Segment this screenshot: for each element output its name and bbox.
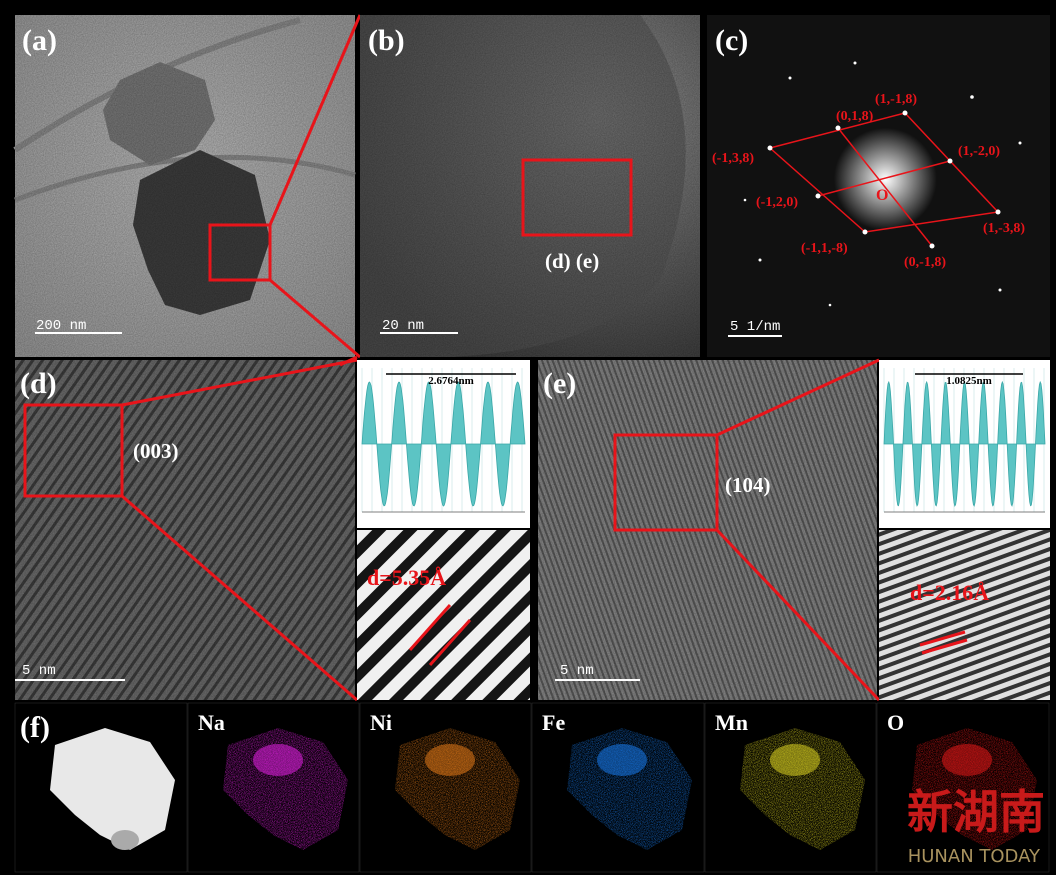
watermark-subtitle: HUNAN TODAY	[908, 846, 1041, 867]
element-label: Na	[198, 710, 225, 735]
panel-label: (f)	[20, 711, 50, 744]
scale-bar-label: 5 nm	[22, 663, 56, 679]
spot-label: (1,-2,0)	[958, 144, 1000, 159]
fringe-image	[357, 530, 530, 700]
scale-bar-label: 20 nm	[382, 318, 424, 334]
diffraction-spot	[995, 209, 1001, 215]
d-spacing: d=5.35Å	[367, 565, 446, 590]
panel-label: (c)	[715, 24, 748, 57]
profile-distance: 2.6764nm	[428, 375, 474, 387]
panel-label: (d)	[20, 367, 57, 400]
profile-curve	[361, 381, 526, 507]
watermark: 新湖南	[907, 785, 1045, 839]
d-spacing: d=2.16Å	[910, 580, 989, 605]
element-label: Ni	[370, 710, 392, 735]
diffraction-spot	[767, 145, 773, 151]
profile-distance: 1.0825nm	[946, 375, 992, 387]
scale-bar-label: 5 1/nm	[730, 319, 780, 335]
diffraction-spot	[947, 158, 953, 164]
element-label: O	[887, 710, 904, 735]
spot-label: (1,-3,8)	[983, 221, 1025, 236]
region-label: (d) (e)	[545, 249, 599, 273]
element-label: Fe	[542, 710, 565, 735]
spot-label: (0,1,8)	[836, 109, 874, 124]
element-map-core	[425, 744, 475, 776]
diffraction-spot	[815, 193, 821, 199]
spot-label: (1,-1,8)	[875, 92, 917, 107]
haadf-particle	[50, 728, 175, 850]
spot-label: (0,-1,8)	[904, 255, 946, 270]
panel-label: (a)	[22, 24, 57, 57]
spot-label: (-1,1,-8)	[801, 241, 848, 256]
profile-curve	[883, 380, 1046, 507]
scale-bar-label: 200 nm	[36, 318, 86, 334]
plane-label: (104)	[725, 473, 771, 497]
saed-pattern	[707, 15, 1050, 357]
spot-label: (-1,3,8)	[712, 151, 754, 166]
diffraction-spot	[902, 110, 908, 116]
panel-label: (b)	[368, 24, 405, 57]
panel-label: (e)	[543, 367, 576, 400]
origin-label: O	[876, 187, 888, 204]
element-map-core	[597, 744, 647, 776]
plane-label: (003)	[133, 439, 179, 463]
element-label: Mn	[715, 710, 748, 735]
element-map-core	[942, 744, 992, 776]
diffraction-spot	[929, 243, 935, 249]
fringe-image	[879, 530, 1050, 700]
element-map-core	[253, 744, 303, 776]
scale-bar-label: 5 nm	[560, 663, 594, 679]
spot-label: (-1,2,0)	[756, 195, 798, 210]
diffraction-spot	[835, 125, 841, 131]
diffraction-spot	[862, 229, 868, 235]
haadf-particle	[111, 830, 139, 850]
element-map-core	[770, 744, 820, 776]
